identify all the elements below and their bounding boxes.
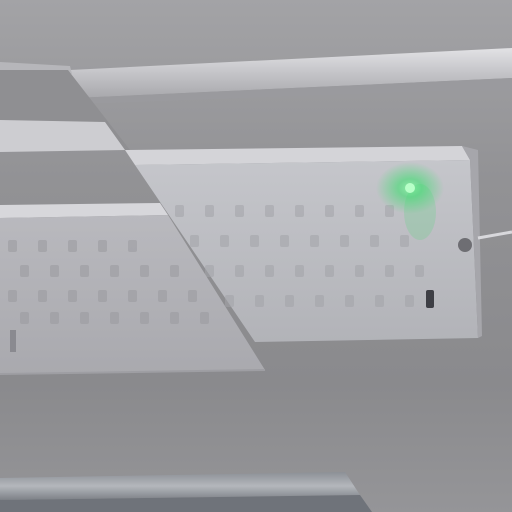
diffuser-dots-lower [8, 240, 209, 324]
light-fixture-lower [0, 203, 266, 375]
status-led [376, 162, 444, 240]
diffuser-dots-upper [175, 205, 424, 307]
left-rail-highlight [0, 120, 125, 152]
mount-screw [458, 238, 472, 252]
lower-clip [10, 330, 16, 352]
power-cable [477, 230, 512, 240]
bottom-ceiling-rail [0, 472, 372, 512]
sensor-slot [426, 290, 434, 308]
